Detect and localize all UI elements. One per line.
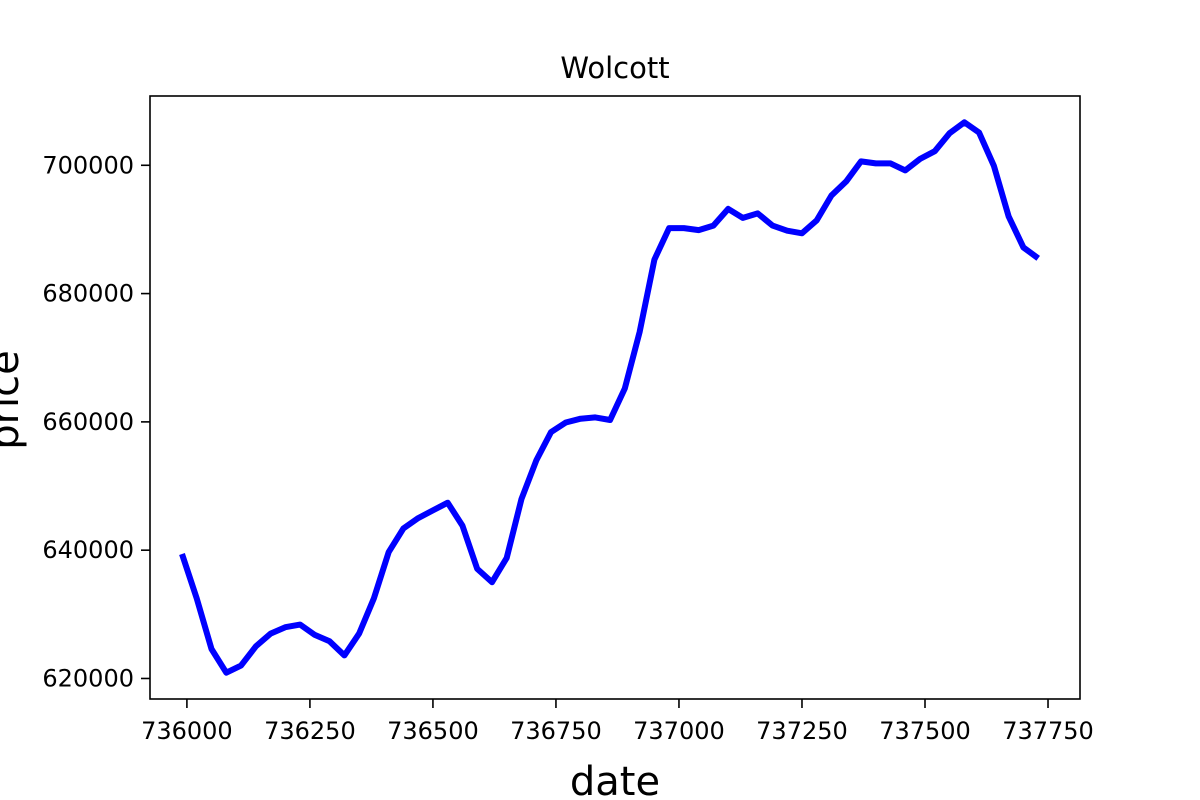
x-tick-label: 736750 — [510, 717, 602, 745]
x-axis: 736000 736250 736500 736750 737000 737250 7375… — [141, 699, 1094, 745]
y-axis-label: price — [0, 350, 28, 450]
x-tick-label: 736000 — [141, 717, 233, 745]
chart-title: Wolcott — [560, 51, 669, 85]
plot-frame — [149, 95, 1081, 700]
x-tick-label: 737500 — [879, 717, 971, 745]
y-tick-label: 660000 — [42, 408, 134, 436]
y-tick-label: 700000 — [42, 151, 134, 179]
series-line-0 — [179, 119, 1040, 676]
x-tick-label: 737250 — [756, 717, 848, 745]
x-tick-label: 736500 — [387, 717, 479, 745]
x-tick-label: 737750 — [1002, 717, 1094, 745]
y-axis: 620000 640000 660000 680000 700000 — [42, 151, 150, 692]
x-tick-label: 737000 — [633, 717, 725, 745]
y-tick-label: 620000 — [42, 664, 134, 692]
x-axis-label: date — [570, 759, 660, 800]
y-tick-label: 640000 — [42, 536, 134, 564]
x-tick-label: 736250 — [264, 717, 356, 745]
y-tick-label: 680000 — [42, 280, 134, 308]
series-layer — [179, 119, 1040, 676]
